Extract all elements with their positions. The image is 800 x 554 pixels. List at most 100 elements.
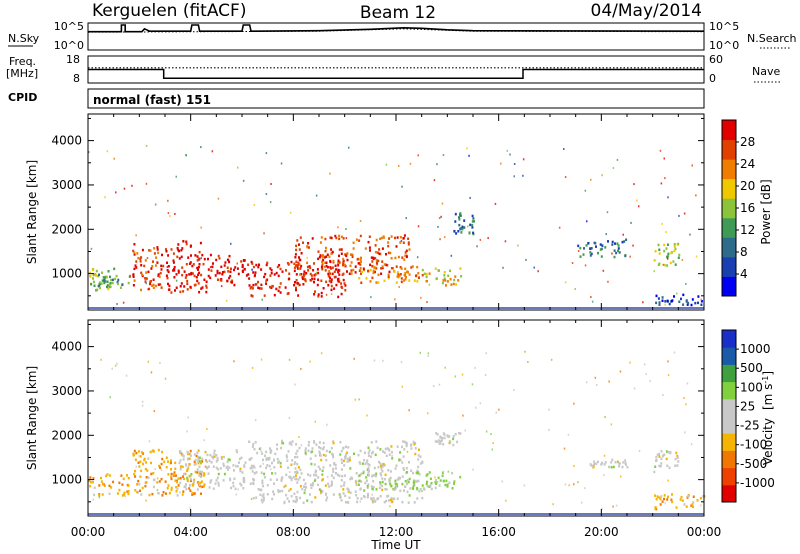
velocity-cell-4 bbox=[368, 474, 370, 477]
power-cell-1 bbox=[104, 280, 107, 283]
velocity-cell-3 bbox=[309, 474, 312, 477]
velocity-cell-1 bbox=[164, 492, 167, 495]
power-scatter bbox=[663, 157, 665, 160]
velocity-cell-3 bbox=[290, 477, 293, 480]
power-scatter bbox=[681, 258, 684, 261]
velocity-cell-4 bbox=[429, 477, 432, 480]
velocity-cell-3 bbox=[416, 497, 419, 500]
velocity-cell-1 bbox=[197, 449, 200, 452]
velocity-cell-3 bbox=[331, 452, 334, 456]
power-cell-11 bbox=[674, 263, 677, 266]
power-cell-6 bbox=[342, 259, 345, 263]
velocity-cell-2 bbox=[197, 460, 200, 463]
power-cell-11 bbox=[666, 255, 669, 259]
velocity-cell-2 bbox=[242, 480, 245, 483]
velocity-scatter bbox=[320, 352, 323, 355]
power-scatter bbox=[145, 144, 148, 147]
velocity-cell-3 bbox=[320, 479, 323, 482]
power-cell-4 bbox=[247, 263, 250, 266]
velocity-cell-2 bbox=[211, 455, 214, 459]
power-cell-4 bbox=[229, 270, 232, 273]
power-cell-11 bbox=[669, 261, 672, 265]
power-scatter bbox=[269, 201, 272, 204]
velocity-cell-2 bbox=[239, 467, 242, 471]
power-scatter bbox=[417, 154, 419, 157]
power-cell-12 bbox=[655, 294, 658, 298]
velocity-scatter bbox=[603, 454, 606, 457]
power-scatter bbox=[586, 220, 588, 223]
velocity-scatter bbox=[406, 450, 409, 453]
velocity-cell-3 bbox=[322, 453, 325, 457]
power-scatter bbox=[370, 296, 372, 299]
velocity-cell-8 bbox=[658, 496, 661, 499]
velocity-cell-3 bbox=[385, 454, 388, 458]
power-scatter bbox=[123, 187, 126, 190]
power-cell-2 bbox=[152, 260, 154, 263]
velocity-cell-6 bbox=[589, 463, 592, 466]
power-cell-9 bbox=[468, 231, 471, 235]
power-cell-6 bbox=[375, 261, 378, 265]
power-cell-6 bbox=[356, 258, 359, 261]
velocity-cell-3 bbox=[340, 499, 343, 502]
velocity-cell-1 bbox=[179, 459, 182, 462]
power-cell-1 bbox=[103, 279, 106, 282]
power-cell-10 bbox=[617, 244, 620, 247]
power-cell-8 bbox=[445, 284, 447, 287]
power-cell-6 bbox=[403, 234, 406, 237]
velocity-cell-8 bbox=[659, 503, 662, 506]
velocity-cell-1 bbox=[142, 452, 144, 455]
power-cell-6 bbox=[382, 235, 385, 238]
velocity-cell-4 bbox=[379, 472, 382, 475]
power-cell-3 bbox=[198, 263, 201, 266]
power-cell-4 bbox=[230, 267, 232, 270]
power-cbar-swatch bbox=[722, 178, 736, 199]
power-scatter bbox=[330, 293, 333, 296]
velocity-cell-1 bbox=[193, 478, 196, 482]
velocity-cell-3 bbox=[262, 498, 265, 502]
velocity-cell-3 bbox=[376, 446, 379, 449]
power-cell-6 bbox=[326, 265, 329, 269]
velocity-cell-2 bbox=[223, 455, 226, 459]
power-cell-7 bbox=[380, 267, 383, 270]
power-cell-2 bbox=[141, 273, 144, 276]
power-cell-12 bbox=[690, 303, 693, 307]
power-cell-12 bbox=[694, 301, 697, 305]
velocity-cell-3 bbox=[273, 459, 275, 462]
power-cell-5 bbox=[330, 280, 333, 284]
power-cell-3 bbox=[176, 255, 179, 259]
velocity-cell-3 bbox=[362, 470, 365, 473]
velocity-cell-3 bbox=[367, 466, 370, 470]
power-cell-11 bbox=[674, 247, 677, 251]
velocity-cell-3 bbox=[249, 482, 252, 485]
power-cell-5 bbox=[250, 285, 253, 289]
power-cell-1 bbox=[98, 283, 101, 286]
power-cell-6 bbox=[378, 252, 381, 255]
velocity-cell-3 bbox=[264, 454, 266, 458]
velocity-cell-3 bbox=[321, 490, 324, 493]
power-cell-1 bbox=[111, 278, 114, 282]
velocity-cell-1 bbox=[162, 491, 165, 494]
power-cell-3 bbox=[165, 274, 168, 277]
velocity-cell-3 bbox=[391, 500, 394, 503]
velocity-label-end: ] bbox=[761, 371, 775, 376]
velocity-cell-2 bbox=[232, 464, 235, 467]
power-cell-11 bbox=[666, 264, 669, 267]
velocity-cell-3 bbox=[363, 495, 366, 499]
velocity-scatter bbox=[187, 416, 189, 419]
velocity-cell-3 bbox=[269, 447, 271, 450]
power-cell-9 bbox=[459, 212, 462, 215]
velocity-scatter bbox=[203, 439, 205, 442]
velocity-cell-3 bbox=[399, 476, 401, 480]
power-cell-6 bbox=[325, 264, 328, 268]
velocity-cell-2 bbox=[201, 457, 204, 461]
power-cell-0 bbox=[96, 288, 99, 292]
velocity-cell-0 bbox=[98, 484, 101, 487]
velocity-cell-1 bbox=[191, 491, 194, 495]
velocity-cell-3 bbox=[381, 488, 384, 492]
velocity-xtick-label: 04:00 bbox=[173, 525, 208, 539]
power-cell-6 bbox=[348, 272, 351, 275]
velocity-cell-7 bbox=[660, 462, 663, 465]
power-cell-8 bbox=[460, 275, 463, 278]
velocity-cell-0 bbox=[89, 476, 92, 479]
power-cell-7 bbox=[410, 266, 413, 269]
